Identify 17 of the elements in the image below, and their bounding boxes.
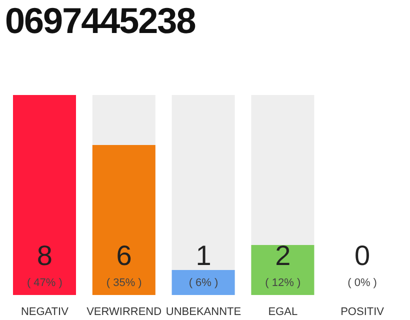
annotation: ( 12% ): [265, 277, 301, 289]
chart-title: 0697445238: [5, 0, 196, 42]
annotation: ( 35% ): [106, 277, 142, 289]
x-tick-label: NEGATIV: [20, 306, 70, 318]
data-label: 0: [354, 240, 370, 271]
x-tick-label: VERWIRREND: [86, 306, 162, 318]
annotation: ( 0% ): [348, 277, 377, 289]
annotation: ( 47% ): [26, 277, 62, 289]
annotation: ( 6% ): [188, 277, 218, 289]
x-tick-label: POSITIV: [340, 306, 385, 318]
x-tick-label: UNBEKANNTE: [166, 306, 242, 318]
data-label: 2: [275, 240, 291, 271]
data-label: 1: [196, 240, 212, 271]
bar: [172, 270, 235, 295]
data-label: 8: [36, 240, 52, 271]
data-label: 6: [116, 240, 132, 271]
x-tick-label: EGAL: [268, 306, 298, 318]
